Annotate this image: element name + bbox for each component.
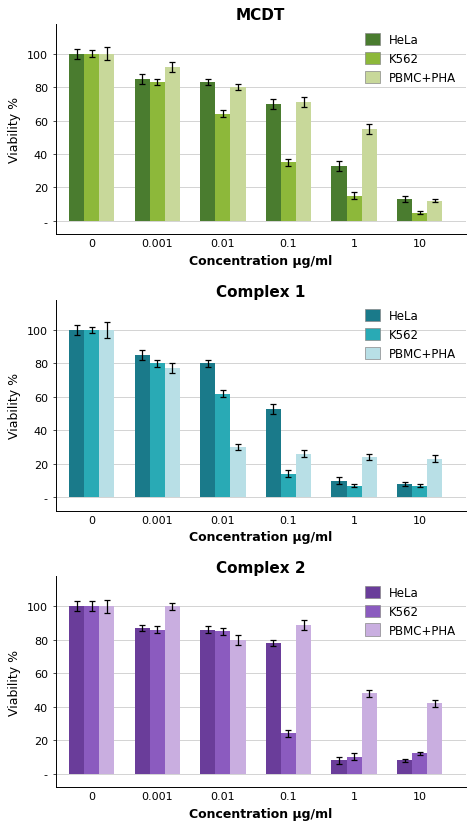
Y-axis label: Viability %: Viability % [9, 648, 21, 715]
Bar [296, 625, 311, 773]
Bar [215, 632, 230, 773]
Bar [230, 447, 246, 498]
Bar [84, 55, 99, 222]
Y-axis label: Viability %: Viability % [9, 373, 21, 439]
Bar [135, 79, 150, 222]
Bar [215, 115, 230, 222]
Bar [84, 607, 99, 773]
Bar [69, 607, 84, 773]
Bar [200, 83, 215, 222]
Title: Complex 2: Complex 2 [216, 561, 305, 575]
Bar [266, 104, 281, 222]
X-axis label: Concentration µg/ml: Concentration µg/ml [189, 531, 332, 544]
Bar [165, 68, 180, 222]
Bar [397, 760, 412, 773]
Legend: HeLa, K562, PBMC+PHA: HeLa, K562, PBMC+PHA [362, 582, 460, 640]
Bar [412, 486, 427, 498]
Bar [427, 460, 442, 498]
Bar [331, 166, 346, 222]
Bar [362, 693, 377, 773]
Bar [346, 486, 362, 498]
Bar [412, 753, 427, 773]
Bar [362, 130, 377, 222]
Bar [135, 628, 150, 773]
Bar [200, 630, 215, 773]
Bar [346, 196, 362, 222]
Bar [200, 364, 215, 498]
Bar [331, 481, 346, 498]
Y-axis label: Viability %: Viability % [9, 97, 21, 163]
Bar [281, 474, 296, 498]
X-axis label: Concentration µg/ml: Concentration µg/ml [189, 255, 332, 267]
Bar [99, 55, 114, 222]
Bar [427, 704, 442, 773]
Bar [427, 201, 442, 222]
Bar [397, 200, 412, 222]
Bar [331, 760, 346, 773]
Bar [346, 757, 362, 773]
Bar [150, 364, 165, 498]
Bar [266, 643, 281, 773]
Bar [150, 630, 165, 773]
Bar [412, 214, 427, 222]
Bar [150, 83, 165, 222]
Legend: HeLa, K562, PBMC+PHA: HeLa, K562, PBMC+PHA [362, 31, 460, 89]
X-axis label: Concentration µg/ml: Concentration µg/ml [189, 806, 332, 820]
Bar [266, 409, 281, 498]
Bar [281, 163, 296, 222]
Bar [99, 330, 114, 498]
Bar [69, 330, 84, 498]
Legend: HeLa, K562, PBMC+PHA: HeLa, K562, PBMC+PHA [362, 306, 460, 364]
Bar [165, 607, 180, 773]
Bar [165, 369, 180, 498]
Bar [230, 640, 246, 773]
Bar [362, 458, 377, 498]
Bar [230, 88, 246, 222]
Title: Complex 1: Complex 1 [216, 284, 305, 299]
Title: MCDT: MCDT [236, 8, 285, 23]
Bar [215, 394, 230, 498]
Bar [135, 355, 150, 498]
Bar [397, 484, 412, 498]
Bar [84, 330, 99, 498]
Bar [281, 734, 296, 773]
Bar [296, 103, 311, 222]
Bar [296, 455, 311, 498]
Bar [99, 607, 114, 773]
Bar [69, 55, 84, 222]
